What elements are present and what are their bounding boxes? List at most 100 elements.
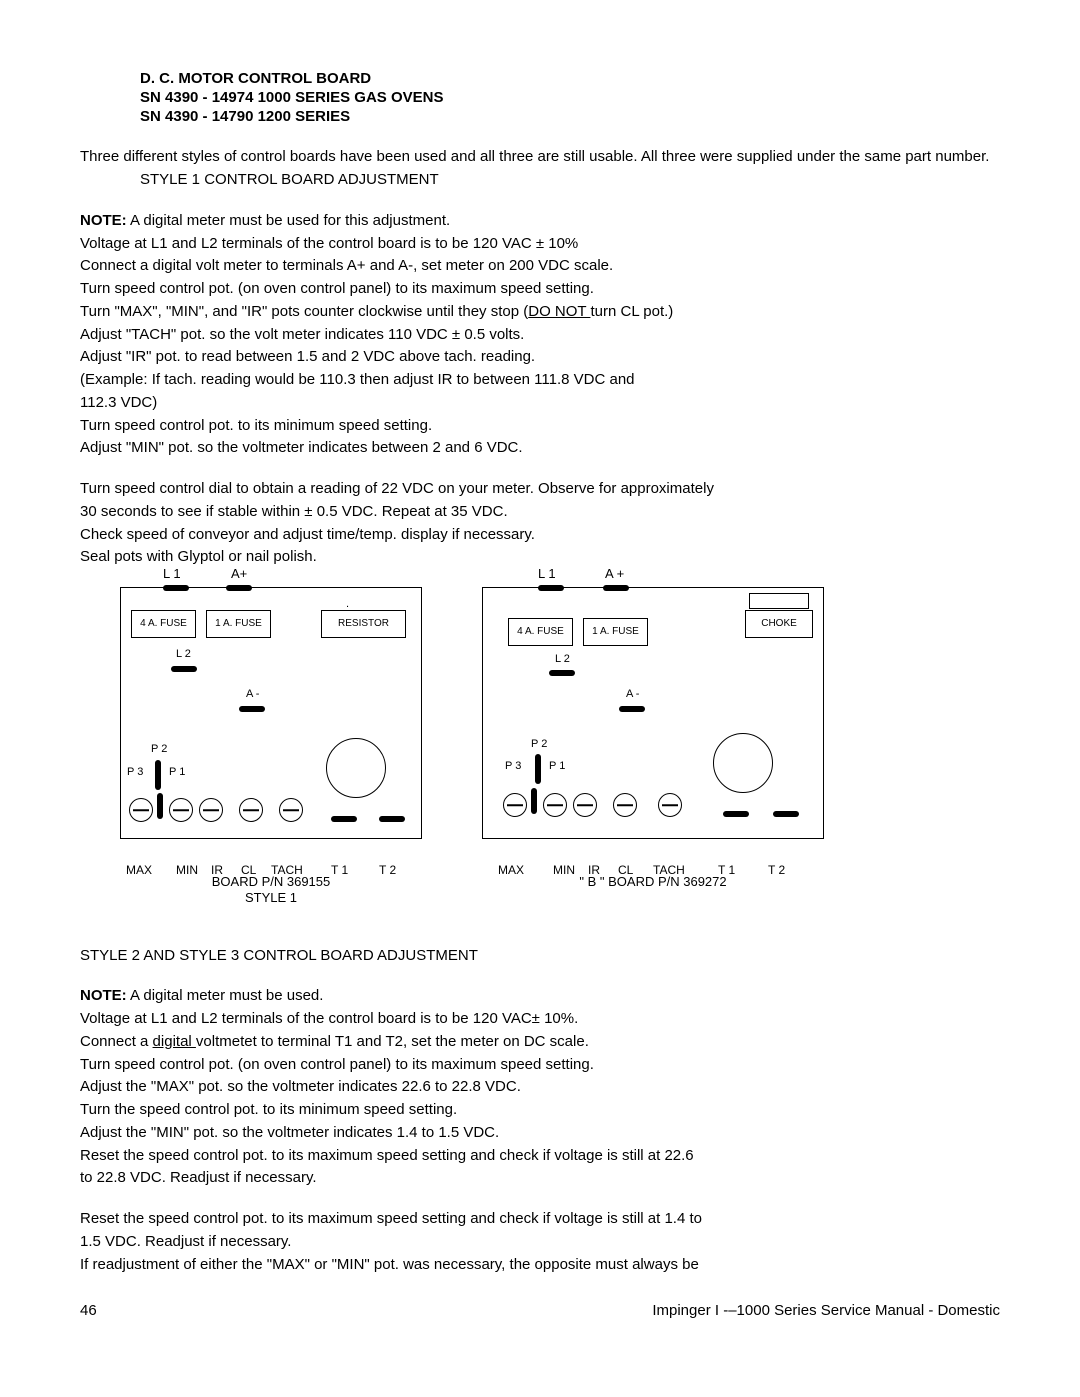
- pot-min-b: [543, 793, 567, 817]
- terminal-a-plus-b: [603, 585, 629, 591]
- resistor-dot: .: [346, 598, 349, 612]
- style23-line: Adjust the "MIN" pot. so the voltmeter i…: [80, 1124, 1000, 1143]
- board-box-style1: L 1 A+ 4 A. FUSE 1 A. FUSE RESISTOR . L …: [120, 587, 422, 839]
- lbl-ir: IR: [211, 863, 223, 878]
- fuse-4a-b: 4 A. FUSE: [508, 618, 573, 646]
- style1-note-text: A digital meter must be used for this ad…: [127, 212, 451, 229]
- style23-heading: STYLE 2 AND STYLE 3 CONTROL BOARD ADJUST…: [80, 947, 1000, 966]
- label-a-minus-b: A -: [626, 688, 639, 702]
- label-a-minus: A -: [246, 688, 259, 702]
- label-a-plus-b: A +: [605, 566, 624, 582]
- style23-line: Turn speed control pot. (on oven control…: [80, 1056, 1000, 1075]
- terminal-a-minus: [239, 706, 265, 712]
- lbl-t1-b: T 1: [718, 863, 735, 878]
- title-line-2: SN 4390 - 14974 1000 SERIES GAS OVENS: [140, 89, 1000, 108]
- caption1-line2: STYLE 1: [212, 890, 331, 906]
- do-not: DO NOT: [528, 303, 590, 320]
- style1-line: Voltage at L1 and L2 terminals of the co…: [80, 235, 1000, 254]
- style23-line: to 22.8 VDC. Readjust if necessary.: [80, 1169, 1000, 1188]
- style23-line: Adjust the "MAX" pot. so the voltmeter i…: [80, 1078, 1000, 1097]
- terminal-l2-b: [549, 670, 575, 676]
- figures-row: L 1 A+ 4 A. FUSE 1 A. FUSE RESISTOR . L …: [120, 587, 1000, 907]
- style23-note: NOTE: A digital meter must be used.: [80, 987, 1000, 1006]
- style23-line: If readjustment of either the "MAX" or "…: [80, 1256, 1000, 1275]
- label-l2: L 2: [176, 648, 191, 662]
- style1-line: Turn speed control pot. (on oven control…: [80, 280, 1000, 299]
- note-label: NOTE:: [80, 212, 127, 229]
- digital-word: digital: [153, 1033, 196, 1050]
- style23-line: Voltage at L1 and L2 terminals of the co…: [80, 1010, 1000, 1029]
- style1-line: Adjust "TACH" pot. so the volt meter ind…: [80, 326, 1000, 345]
- label-l1: L 1: [163, 566, 181, 582]
- style23-line: 1.5 VDC. Readjust if necessary.: [80, 1233, 1000, 1252]
- big-circle-b: [713, 733, 773, 793]
- lbl-t1: T 1: [331, 863, 348, 878]
- fuse-1a-b: 1 A. FUSE: [583, 618, 648, 646]
- style1-heading: STYLE 1 CONTROL BOARD ADJUSTMENT: [140, 171, 1000, 190]
- style1-line: Turn speed control pot. to its minimum s…: [80, 417, 1000, 436]
- lbl-min: MIN: [176, 863, 198, 878]
- pot-max: [129, 798, 153, 822]
- page-number: 46: [80, 1302, 97, 1321]
- terminal-l1: [163, 585, 189, 591]
- style1-line: 30 seconds to see if stable within ± 0.5…: [80, 503, 1000, 522]
- pot-min: [169, 798, 193, 822]
- lbl-t2-b: T 2: [768, 863, 785, 878]
- pot-max-b: [503, 793, 527, 817]
- board-box-b: L 1 A + CHOKE 4 A. FUSE 1 A. FUSE L 2 A …: [482, 587, 824, 839]
- lbl-cl-b: CL: [618, 863, 633, 878]
- connect-prefix: Connect a: [80, 1033, 153, 1050]
- label-p3: P 3: [127, 766, 143, 780]
- turn-prefix: Turn "MAX", "MIN", and "IR" pots counter…: [80, 303, 528, 320]
- choke-box: CHOKE: [745, 610, 813, 638]
- p-bar: [155, 760, 161, 790]
- intro-paragraph: Three different styles of control boards…: [80, 148, 1000, 167]
- style1-line: (Example: If tach. reading would be 110.…: [80, 371, 1000, 390]
- terminal-a-minus-b: [619, 706, 645, 712]
- caption-style1: BOARD P/N 369155 STYLE 1: [212, 874, 331, 907]
- figure-style1: L 1 A+ 4 A. FUSE 1 A. FUSE RESISTOR . L …: [120, 587, 422, 907]
- pot-ir-b: [573, 793, 597, 817]
- title-block: D. C. MOTOR CONTROL BOARD SN 4390 - 1497…: [140, 70, 1000, 126]
- lbl-ir-b: IR: [588, 863, 600, 878]
- figure-b-board: L 1 A + CHOKE 4 A. FUSE 1 A. FUSE L 2 A …: [482, 587, 824, 907]
- label-l2-b: L 2: [555, 653, 570, 667]
- doc-title-footer: Impinger I -–1000 Series Service Manual …: [652, 1302, 1000, 1321]
- pot-cl-b: [613, 793, 637, 817]
- label-p2: P 2: [151, 743, 167, 757]
- style23-note-text: A digital meter must be used.: [127, 987, 324, 1004]
- pot-cl: [239, 798, 263, 822]
- lbl-min-b: MIN: [553, 863, 575, 878]
- style1-line: 112.3 VDC): [80, 394, 1000, 413]
- choke-top-box: [749, 593, 809, 609]
- label-l1-b: L 1: [538, 566, 556, 582]
- pot-ir: [199, 798, 223, 822]
- lbl-max-b: MAX: [498, 863, 524, 878]
- terminal-t1-b: [723, 811, 749, 817]
- lbl-t2: T 2: [379, 863, 396, 878]
- turn-suffix: turn CL pot.): [590, 303, 673, 320]
- p-bar-b: [535, 754, 541, 784]
- label-p1: P 1: [169, 766, 185, 780]
- style1-line: Connect a digital volt meter to terminal…: [80, 257, 1000, 276]
- pot-tach: [279, 798, 303, 822]
- label-p3-b: P 3: [505, 760, 521, 774]
- terminal-l2: [171, 666, 197, 672]
- terminal-a-plus: [226, 585, 252, 591]
- style1-note: NOTE: A digital meter must be used for t…: [80, 212, 1000, 231]
- style1-line: Turn speed control dial to obtain a read…: [80, 480, 1000, 499]
- page-footer: 46 Impinger I -–1000 Series Service Manu…: [80, 1302, 1000, 1321]
- lbl-tach-b: TACH: [653, 863, 685, 878]
- style1-turn-line: Turn "MAX", "MIN", and "IR" pots counter…: [80, 303, 1000, 322]
- terminal-t1: [331, 816, 357, 822]
- divider-bar-b: [531, 788, 537, 814]
- label-p2-b: P 2: [531, 738, 547, 752]
- style23-line: Turn the speed control pot. to its minim…: [80, 1101, 1000, 1120]
- title-line-1: D. C. MOTOR CONTROL BOARD: [140, 70, 1000, 89]
- style1-line: Adjust "IR" pot. to read between 1.5 and…: [80, 348, 1000, 367]
- style23-connect-line: Connect a digital voltmetet to terminal …: [80, 1033, 1000, 1052]
- label-a-plus: A+: [231, 566, 247, 582]
- lbl-max: MAX: [126, 863, 152, 878]
- terminal-t2: [379, 816, 405, 822]
- terminal-l1-b: [538, 585, 564, 591]
